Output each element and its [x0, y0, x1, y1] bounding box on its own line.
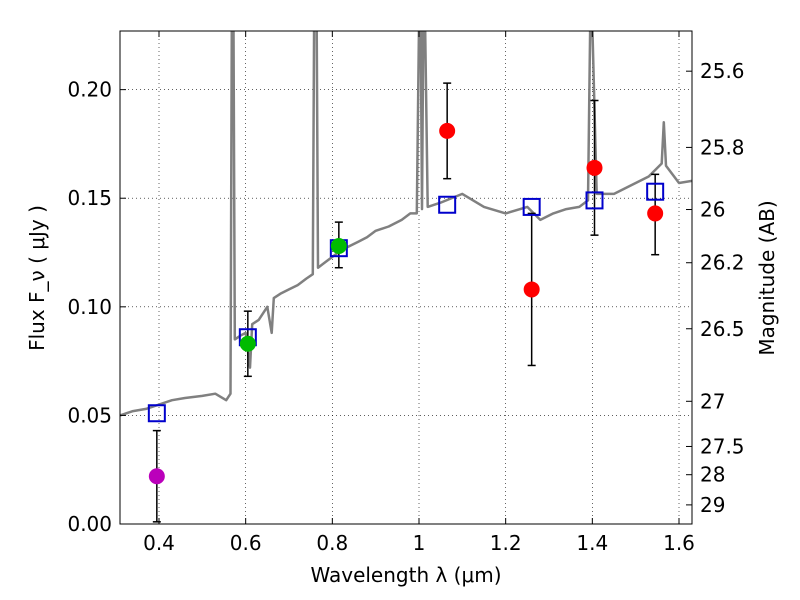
observed-flux-point [523, 281, 540, 298]
x-tick-label: 1 [413, 531, 426, 555]
observed-flux-point [330, 238, 347, 255]
x-axis-label: Wavelength λ (μm) [310, 563, 501, 587]
x-tick-label: 1.4 [576, 531, 608, 555]
model-photometry-square [438, 195, 457, 214]
y2-tick-label: 26.2 [700, 251, 745, 275]
y-tick-label: 0.20 [67, 78, 112, 102]
y2-tick-label: 27.5 [700, 434, 745, 458]
observed-flux-point [239, 335, 256, 352]
observed-flux-point [647, 205, 664, 222]
y-axis-label: Flux F_ν ( μJy ) [25, 205, 49, 351]
plot-area [120, 31, 692, 524]
spectrum-line [120, 31, 692, 417]
y-tick-label: 0.00 [67, 512, 112, 536]
observed-flux-point [148, 468, 165, 485]
y2-tick-label: 28 [700, 463, 725, 487]
y-tick-label: 0.15 [67, 186, 112, 210]
x-tick-label: 0.8 [316, 531, 348, 555]
model-photometry-square [646, 182, 665, 201]
x-tick-label: 1.2 [490, 531, 522, 555]
y-tick-label: 0.10 [67, 295, 112, 319]
observed-flux-point [439, 122, 456, 139]
y2-tick-label: 26 [700, 198, 725, 222]
model-photometry-square [522, 197, 541, 216]
x-tick-label: 1.6 [663, 531, 695, 555]
plot-content [120, 31, 692, 523]
observed-flux-point [586, 159, 603, 176]
plot-frame [119, 30, 693, 525]
ticks: 0.4 0.6 0.8 1 1.2 1.4 1.6 0.00 0.05 0.10 0.15 0.20 2… [67, 31, 745, 555]
x-tick-label: 0.6 [230, 531, 262, 555]
y2-tick-label: 27 [700, 389, 725, 413]
y2-axis-label: Magnitude (AB) [755, 200, 779, 355]
model-photometry-square [147, 404, 166, 423]
y2-tick-label: 29 [700, 493, 725, 517]
x-tick-label: 0.4 [143, 531, 175, 555]
y2-tick-label: 25.8 [700, 135, 745, 159]
y2-tick-label: 26.5 [700, 317, 745, 341]
y2-tick-label: 25.6 [700, 59, 745, 83]
y-tick-label: 0.05 [67, 403, 112, 427]
model-photometry-square [585, 191, 604, 210]
